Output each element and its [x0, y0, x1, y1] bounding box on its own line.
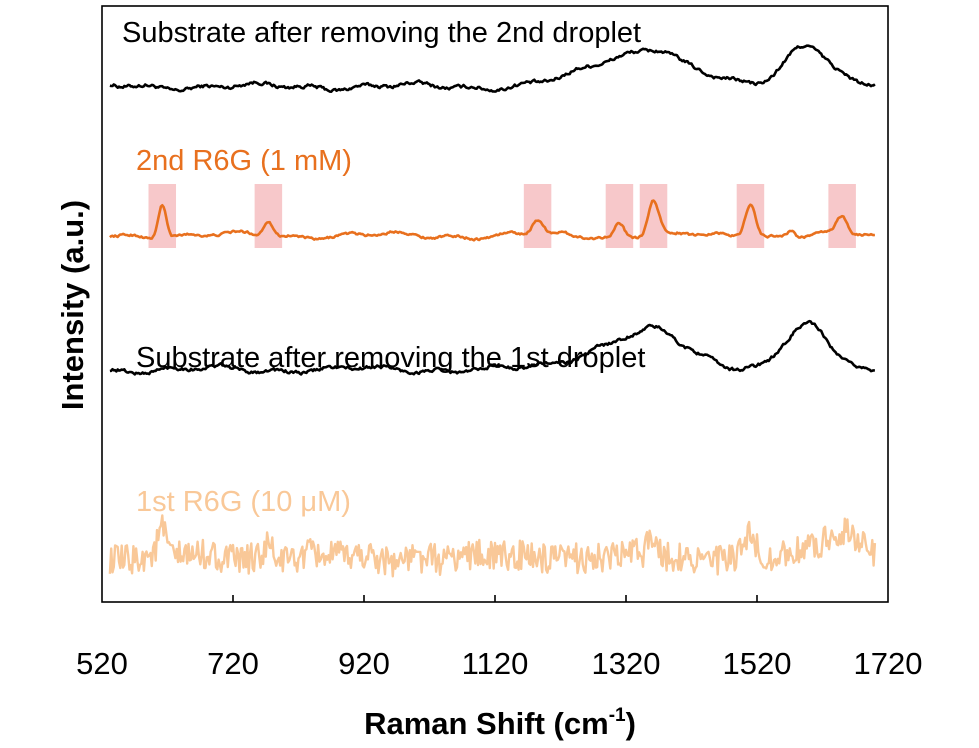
- x-axis-title-close: ): [626, 706, 636, 741]
- highlight-band-1510: [736, 184, 765, 248]
- highlight-band-1310: [605, 184, 634, 248]
- series-line-0: [109, 44, 876, 93]
- highlight-band-1362: [639, 184, 668, 248]
- series-line-1: [109, 199, 875, 242]
- series-lines: [108, 44, 877, 578]
- series-label-2nd-r6g: 2nd R6G (1 mM): [136, 145, 352, 177]
- x-tick-label-1320: 1320: [592, 646, 661, 681]
- series-label-substrate-2nd: Substrate after removing the 2nd droplet: [122, 17, 641, 49]
- series-label-1st-r6g: 1st R6G (10 μM): [136, 486, 351, 518]
- series-line-3: [108, 514, 877, 578]
- x-tick-label-520: 520: [76, 646, 128, 681]
- highlight-band-1185: [523, 184, 552, 248]
- x-axis: 520 720 920 1120 1320 1520 1720: [76, 595, 922, 681]
- x-tick-label-1120: 1120: [462, 646, 529, 681]
- x-tick-label-920: 920: [338, 646, 390, 681]
- y-axis-title: Intensity (a.u.): [55, 200, 90, 410]
- x-tick-label-1720: 1720: [854, 646, 923, 681]
- highlight-bands: [148, 184, 856, 248]
- series-line-2: [109, 319, 875, 376]
- x-tick-label-720: 720: [207, 646, 259, 681]
- series-label-substrate-1st: Substrate after removing the 1st droplet: [136, 342, 645, 374]
- highlight-band-774: [254, 184, 283, 248]
- x-tick-label-1520: 1520: [723, 646, 792, 681]
- x-axis-title: Raman Shift (cm-1): [364, 705, 636, 741]
- x-axis-title-superscript: -1: [609, 705, 626, 726]
- x-axis-title-text: Raman Shift (cm: [364, 706, 609, 741]
